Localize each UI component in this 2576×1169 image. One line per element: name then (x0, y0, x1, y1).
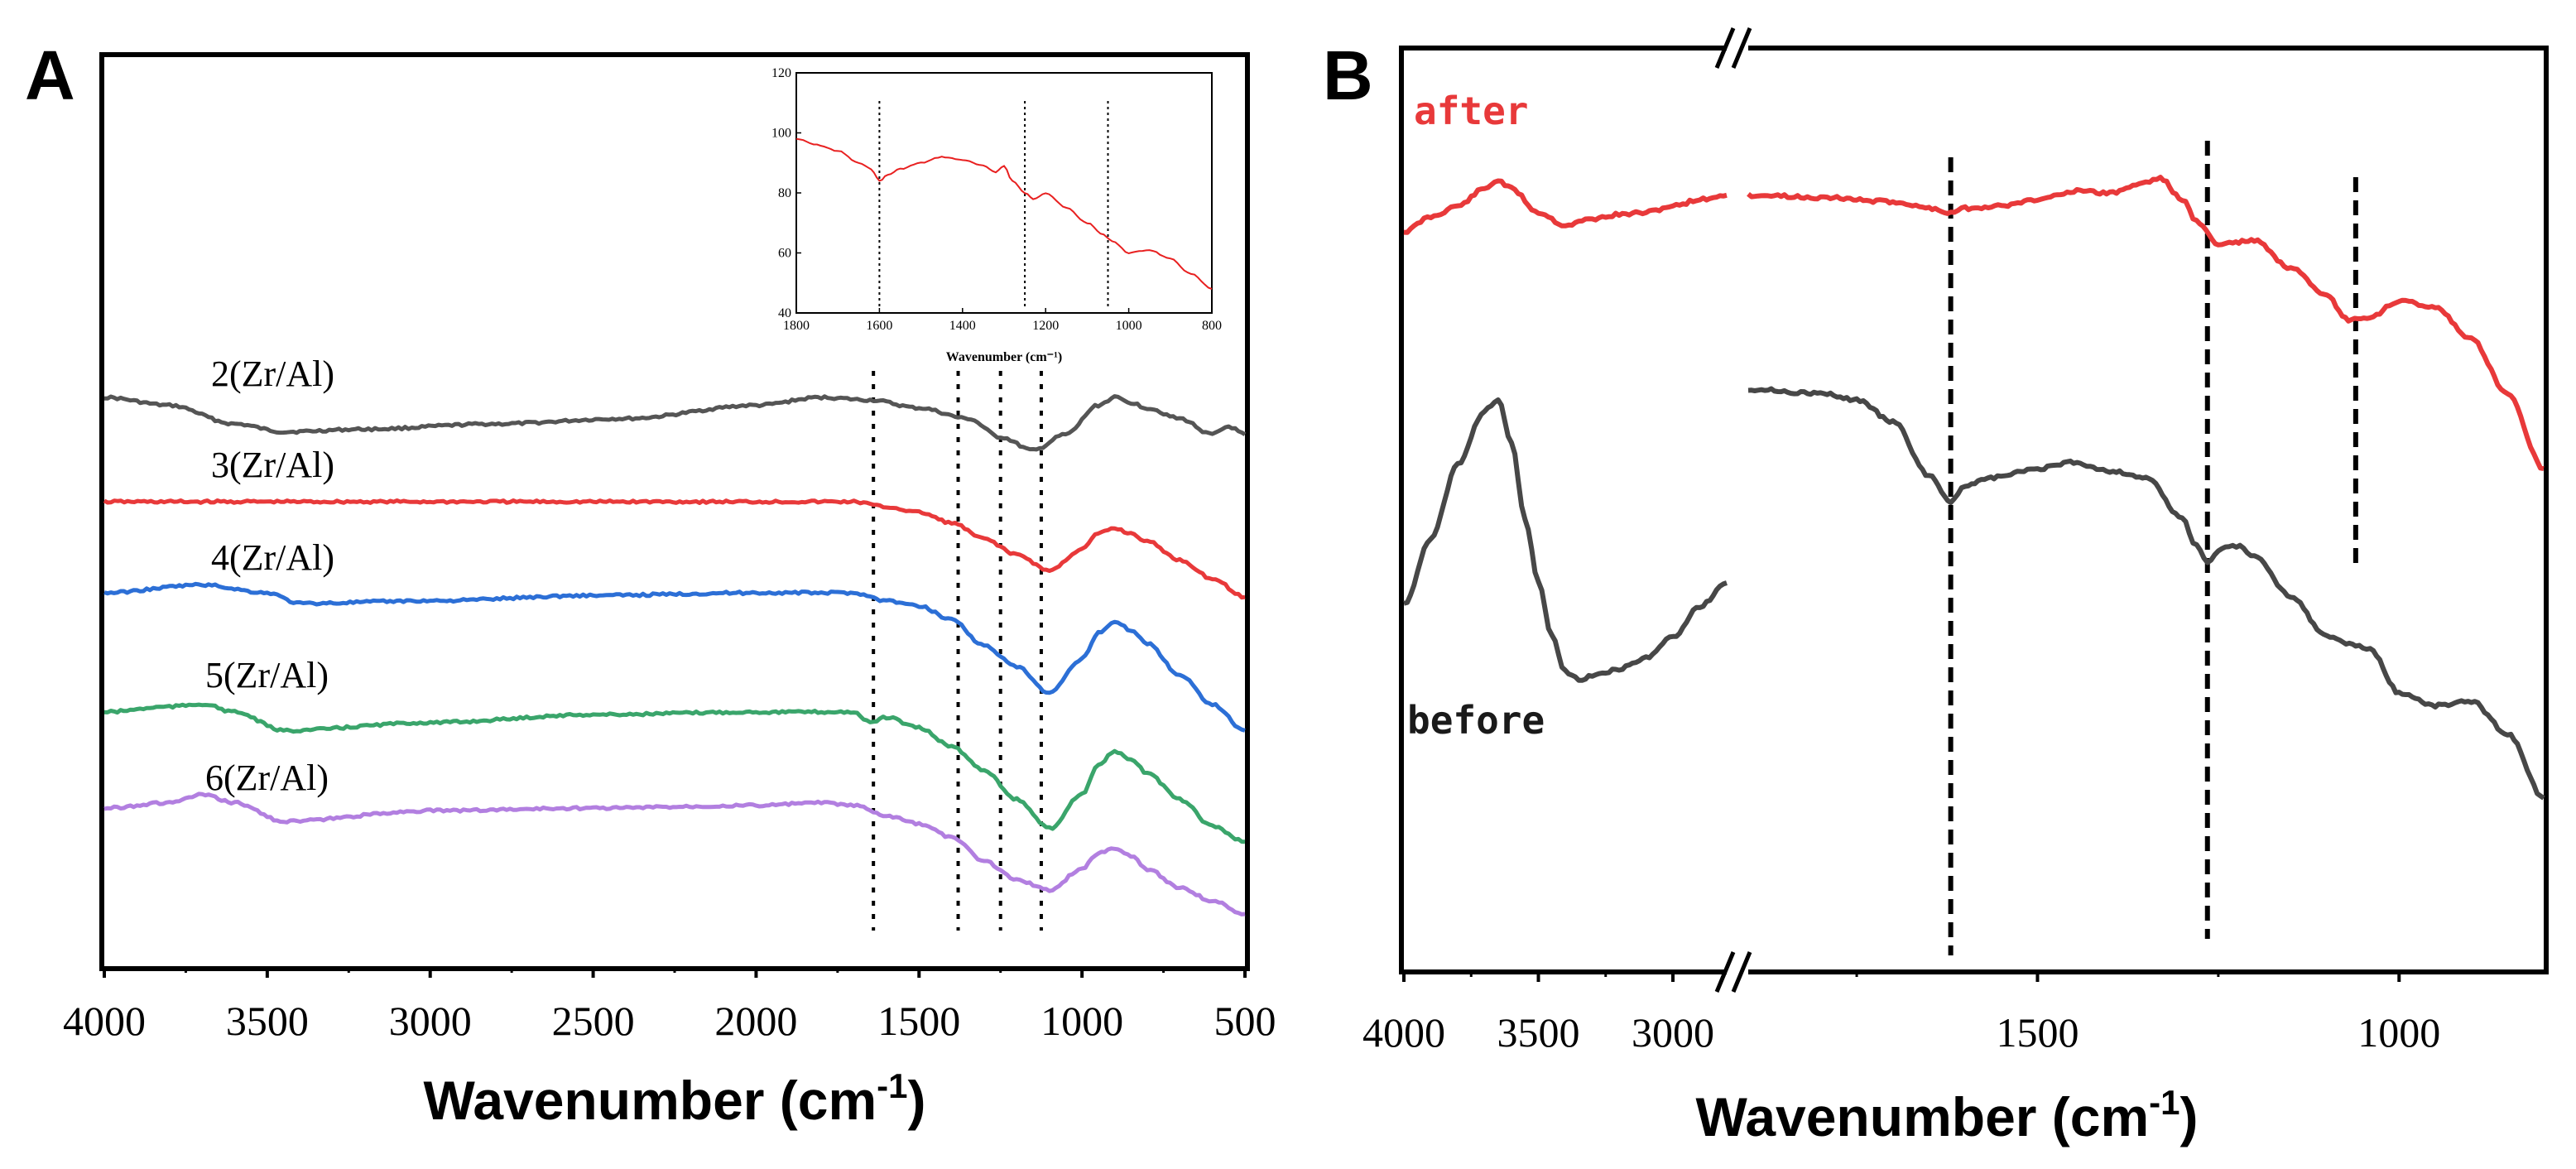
inset-x-axis-title: Wavenumber (cm⁻¹) (946, 350, 1062, 364)
x-tick-label: 2500 (552, 998, 635, 1044)
inset-frame (795, 72, 1213, 314)
panel-b-frame (1399, 27, 2549, 993)
panel-a-letter: A (25, 36, 75, 114)
x-tick-label: 3000 (389, 998, 472, 1044)
series-label: 6(Zr/Al) (205, 758, 329, 798)
panel-b-marker-lines (1948, 141, 2358, 955)
panel-b-x-ticks: 4000 3500 3000 1500 1000 (1362, 969, 2440, 1056)
panel-a-series (103, 394, 1247, 916)
series-label: 2(Zr/Al) (211, 354, 334, 394)
series-line (103, 791, 1246, 916)
inset-x-tick-label: 1600 (866, 319, 892, 333)
panel-b-letter: B (1323, 36, 1373, 114)
inset-y-tick-label: 40 (778, 306, 791, 320)
x-tick-label: 1000 (2357, 1009, 2440, 1056)
panel-b: B 4000 3500 3000 1500 1000 after before Wave… (1323, 27, 2549, 1147)
series-line (103, 702, 1246, 844)
x-tick-label: 3500 (226, 998, 309, 1044)
inset-marker-lines (878, 101, 1109, 310)
panel-a-x-ticks: 4000 3500 3000 2500 2000 1500 1000 500 (63, 966, 1276, 1044)
series-label: 3(Zr/Al) (211, 445, 334, 485)
panel-a-inset: 1800 1600 1400 1200 1000 800 40 60 80 100 120 Wave… (771, 66, 1222, 364)
panel-b-x-axis-title: Wavenumber (cm-1) (1695, 1083, 2198, 1147)
x-tick-label: 1000 (1040, 998, 1123, 1044)
x-tick-label: 1500 (877, 998, 960, 1044)
panel-a-marker-lines (872, 371, 1043, 931)
inset-y-tick-label: 100 (771, 127, 791, 141)
inset-x-tick-label: 1000 (1116, 319, 1142, 333)
x-tick-label: 4000 (1362, 1009, 1445, 1056)
inset-y-tick-label: 80 (778, 186, 791, 200)
inset-x-tick-label: 800 (1202, 319, 1222, 333)
inset-ticks: 1800 1600 1400 1200 1000 800 40 60 80 100 120 (771, 66, 1222, 333)
x-tick-label: 3500 (1497, 1009, 1580, 1056)
panel-a-x-axis-title: Wavenumber (cm-1) (423, 1066, 925, 1131)
series-line-left (1403, 397, 1728, 683)
inset-series (795, 137, 1213, 290)
panel-b-series (1403, 175, 2545, 801)
series-line (103, 394, 1247, 452)
before-label: before (1407, 698, 1545, 743)
series-label: 5(Zr/Al) (205, 655, 329, 695)
inset-y-tick-label: 60 (778, 247, 791, 261)
series-line-right (1747, 386, 2545, 801)
inset-y-tick-label: 120 (771, 66, 791, 80)
x-tick-label: 4000 (63, 998, 146, 1044)
x-tick-label: 3000 (1632, 1009, 1714, 1056)
bottom-axis-break-mark (1714, 951, 1736, 993)
x-tick-label: 500 (1214, 998, 1276, 1044)
x-tick-label: 1500 (1996, 1009, 2079, 1056)
inset-x-tick-label: 1400 (949, 319, 976, 333)
panel-a-series-labels: 2(Zr/Al) 3(Zr/Al) 4(Zr/Al) 5(Zr/Al) 6(Zr/Al) (205, 354, 334, 798)
after-label: after (1414, 89, 1528, 133)
series-label: 4(Zr/Al) (211, 537, 334, 578)
inset-line (795, 137, 1213, 290)
top-axis-break-mark (1714, 27, 1736, 69)
series-line-left (1403, 178, 1728, 235)
x-tick-label: 2000 (714, 998, 797, 1044)
series-line (103, 498, 1246, 600)
series-line-right (1747, 175, 2545, 471)
panel-a: A 2(Zr/Al) 3(Zr/Al) 4(Zr/Al) 5(Zr/Al) 6(Zr/A… (25, 36, 1276, 1131)
inset-x-tick-label: 1800 (783, 319, 810, 333)
series-line (103, 581, 1246, 733)
inset-x-tick-label: 1200 (1032, 319, 1059, 333)
